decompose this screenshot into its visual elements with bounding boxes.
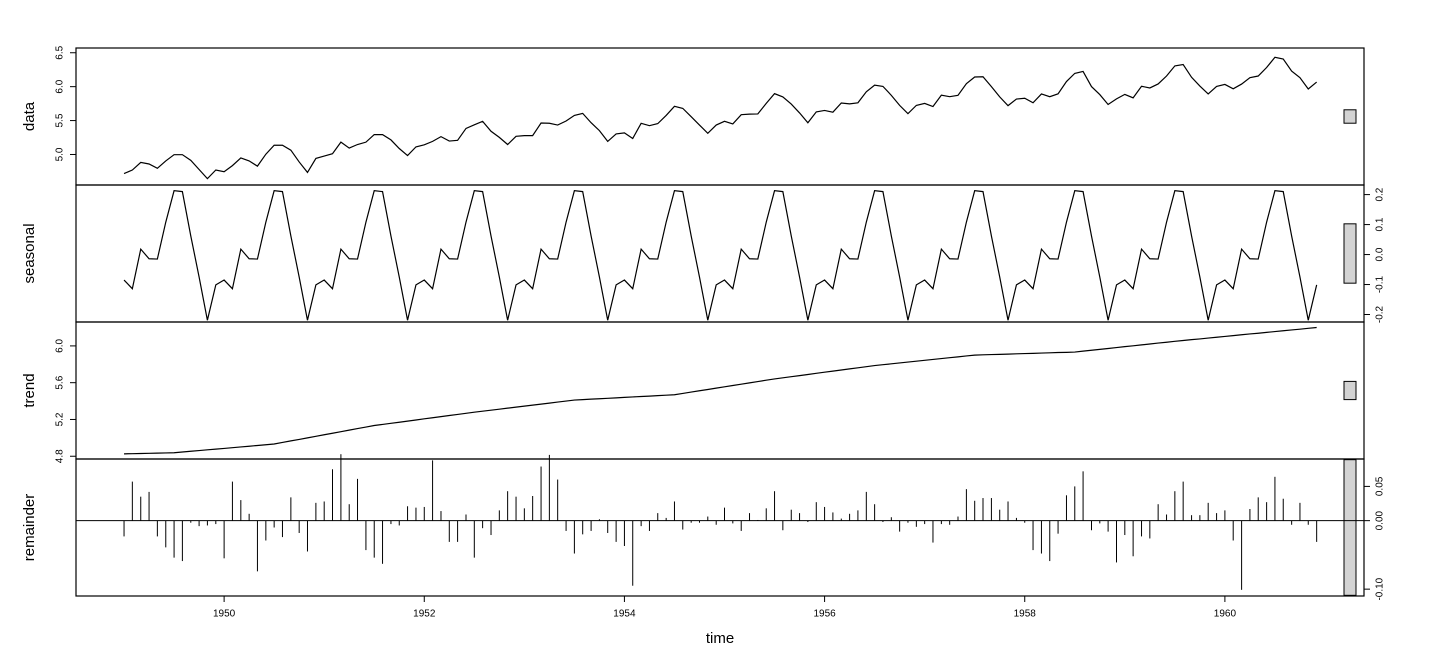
panel-label: data	[21, 101, 38, 131]
x-tick-label: 1954	[613, 609, 636, 620]
y-tick-label: 6.5	[55, 45, 66, 59]
y-tick-label: 5.0	[55, 147, 66, 161]
panel-frame	[75, 458, 1365, 597]
series-line	[123, 190, 1318, 321]
x-axis-label: time	[706, 630, 734, 647]
scale-bar	[1343, 223, 1357, 284]
series-line	[124, 326, 1317, 455]
x-tick-label: 1958	[1014, 609, 1037, 620]
scale-bar	[1343, 109, 1357, 124]
scale-bar	[1343, 459, 1357, 596]
panel-frame	[75, 321, 1365, 460]
y-tick-label: 0.2	[1375, 187, 1386, 201]
y-tick-label: 5.2	[55, 412, 66, 426]
y-tick-label: 0.05	[1375, 476, 1386, 496]
panel-label: seasonal	[21, 223, 38, 283]
x-tick-label: 1960	[1214, 609, 1237, 620]
y-tick-label: -0.1	[1375, 275, 1386, 293]
scale-bar	[1343, 380, 1357, 401]
y-tick-label: 4.8	[55, 449, 66, 463]
y-tick-label: -0.10	[1375, 577, 1386, 600]
x-tick-label: 1956	[813, 609, 836, 620]
panel-label: trend	[21, 373, 38, 407]
series-line	[123, 56, 1318, 180]
y-tick-label: -0.2	[1375, 305, 1386, 323]
y-tick-label: 5.6	[55, 375, 66, 389]
y-tick-label: 6.0	[55, 339, 66, 353]
y-tick-label: 0.00	[1375, 510, 1386, 530]
y-tick-label: 5.5	[55, 113, 66, 127]
y-tick-label: 0.0	[1375, 247, 1386, 261]
panel-frame	[75, 47, 1365, 186]
panel-label: remainder	[21, 494, 38, 562]
x-tick-label: 1950	[213, 609, 236, 620]
x-tick-label: 1952	[413, 609, 436, 620]
y-tick-label: 0.1	[1375, 217, 1386, 231]
y-tick-label: 6.0	[55, 79, 66, 93]
